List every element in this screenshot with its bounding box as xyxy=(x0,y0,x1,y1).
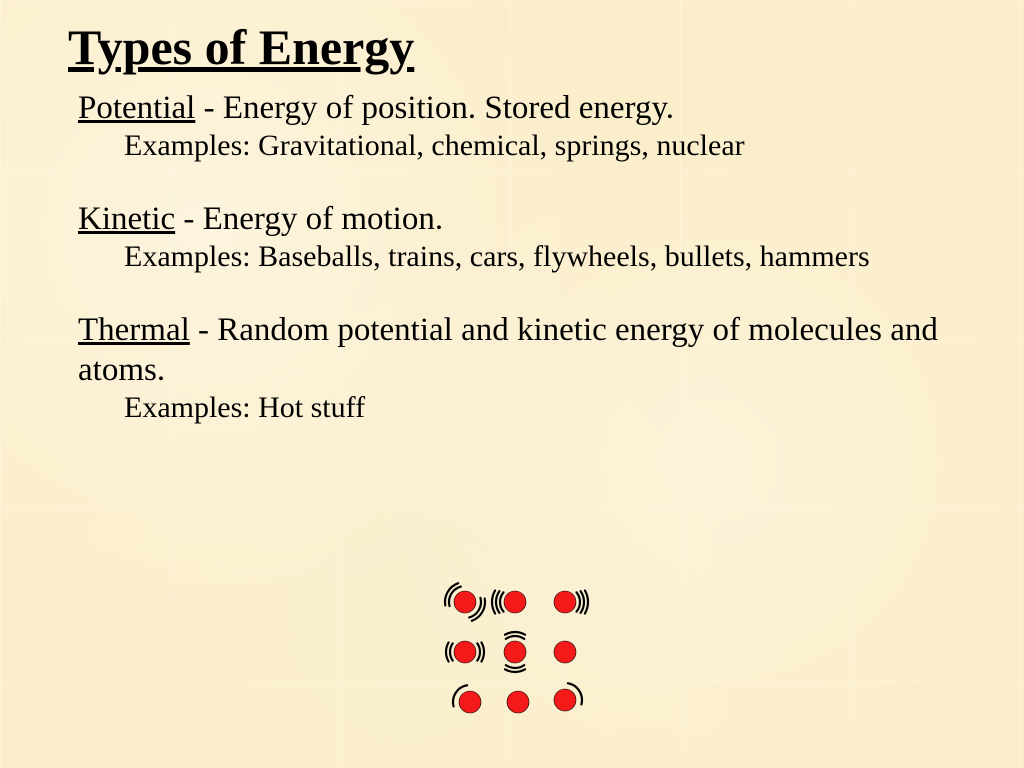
term-potential: Potential xyxy=(78,90,195,126)
definition-kinetic: - Energy of motion. xyxy=(175,201,443,237)
definition-thermal: - Random potential and kinetic energy of… xyxy=(78,312,938,388)
examples-potential: Examples: Gravitational, chemical, sprin… xyxy=(124,128,964,165)
definition-line: Kinetic - Energy of motion. xyxy=(78,199,964,239)
term-thermal: Thermal xyxy=(78,312,190,348)
molecules-diagram-icon xyxy=(420,580,630,760)
section-kinetic: Kinetic - Energy of motion. Examples: Ba… xyxy=(78,199,964,276)
definition-line: Potential - Energy of position. Stored e… xyxy=(78,88,964,128)
definition-line: Thermal - Random potential and kinetic e… xyxy=(78,310,964,391)
examples-thermal: Examples: Hot stuff xyxy=(124,390,964,427)
slide-content: Potential - Energy of position. Stored e… xyxy=(78,88,964,427)
slide: Types of Energy Potential - Energy of po… xyxy=(0,0,1024,768)
definition-potential: - Energy of position. Stored energy. xyxy=(195,90,674,126)
term-kinetic: Kinetic xyxy=(78,201,175,237)
slide-title: Types of Energy xyxy=(68,18,964,76)
section-potential: Potential - Energy of position. Stored e… xyxy=(78,88,964,165)
examples-kinetic: Examples: Baseballs, trains, cars, flywh… xyxy=(124,239,964,276)
section-thermal: Thermal - Random potential and kinetic e… xyxy=(78,310,964,427)
